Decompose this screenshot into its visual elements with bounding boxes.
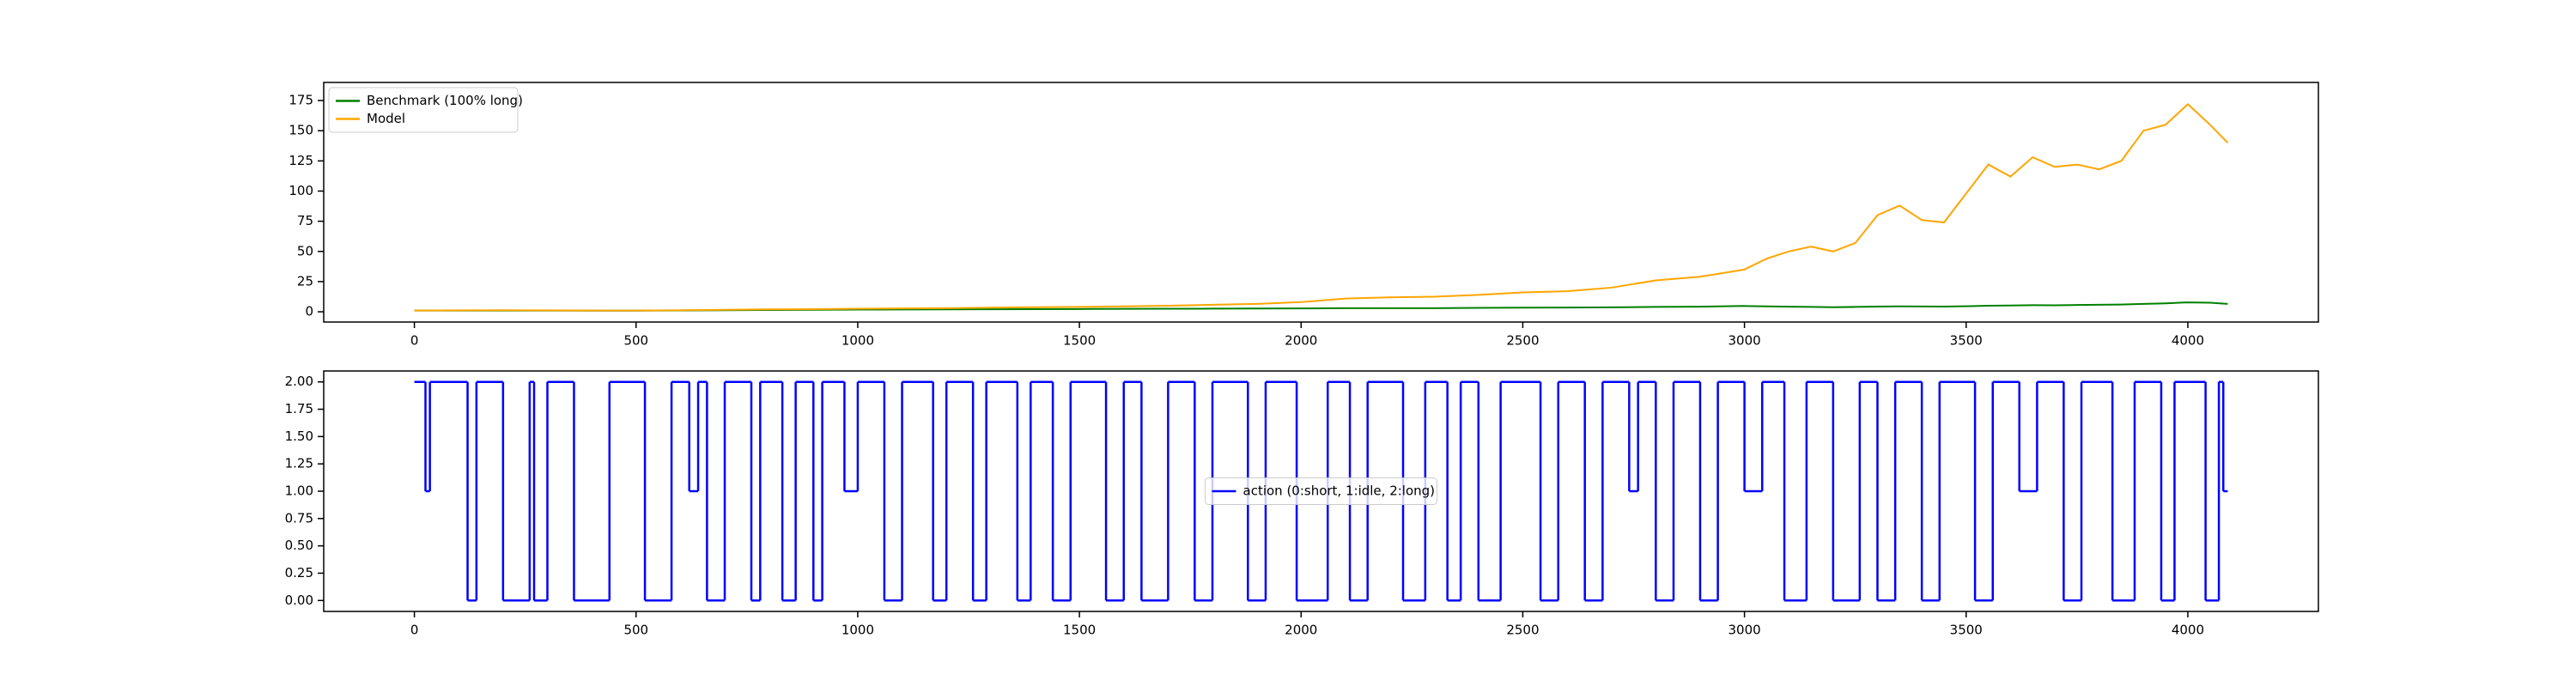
x-tick-label: 2000 [1285,623,1317,638]
y-tick-label: 0.75 [285,510,313,526]
y-tick-label: 75 [297,213,313,228]
y-tick-label: 150 [289,123,313,138]
y-tick-label: 0.50 [285,538,313,553]
y-tick-label: 1.00 [285,483,313,499]
x-tick-label: 4000 [2172,623,2204,638]
y-tick-label: 25 [297,273,313,289]
y-tick-label: 125 [289,153,313,168]
x-tick-label: 1500 [1063,333,1096,349]
plot-frame [323,370,2319,612]
y-tick-label: 100 [289,183,313,198]
x-tick-label: 2000 [1285,333,1317,349]
legend-box [1205,477,1437,505]
x-tick-label: 2500 [1506,333,1539,349]
x-tick-label: 0 [410,623,419,638]
y-tick-label: 1.50 [285,429,313,444]
x-tick-label: 500 [623,333,648,349]
x-tick-label: 3500 [1950,623,1983,638]
y-tick-label: 2.00 [285,374,313,389]
subplot: 0 500 1000 1500 2000 2500 3000 3500 4000 0.00 0.25… [285,370,2319,638]
legend-label: Model [367,111,405,126]
x-tick-label: 1500 [1063,623,1096,638]
legend-label: action (0:short, 1:idle, 2:long) [1243,483,1436,499]
x-tick-label: 1000 [841,623,874,638]
x-tick-label: 500 [623,623,648,638]
y-tick-label: 0.00 [285,593,313,608]
subplot: 0 500 1000 1500 2000 2500 3000 3500 4000 0 25 50 75 1… [289,82,2319,349]
x-tick-label: 4000 [2172,333,2204,349]
x-tick-label: 3500 [1950,333,1983,349]
x-tick-label: 2500 [1506,623,1539,638]
y-tick-label: 0.25 [285,565,313,581]
y-tick-label: 1.75 [285,401,313,416]
x-tick-label: 3000 [1728,623,1761,638]
y-tick-label: 50 [297,243,313,258]
y-tick-label: 175 [289,93,313,108]
legend-box [328,87,519,133]
plot-frame [323,82,2319,323]
series-line [414,102,2229,312]
legend-label: Benchmark (100% long) [367,93,523,108]
y-tick-label: 1.25 [285,456,313,471]
x-tick-label: 1000 [841,333,874,349]
x-tick-label: 0 [410,333,419,349]
y-tick-label: 0 [305,304,313,319]
x-tick-label: 3000 [1728,333,1761,349]
